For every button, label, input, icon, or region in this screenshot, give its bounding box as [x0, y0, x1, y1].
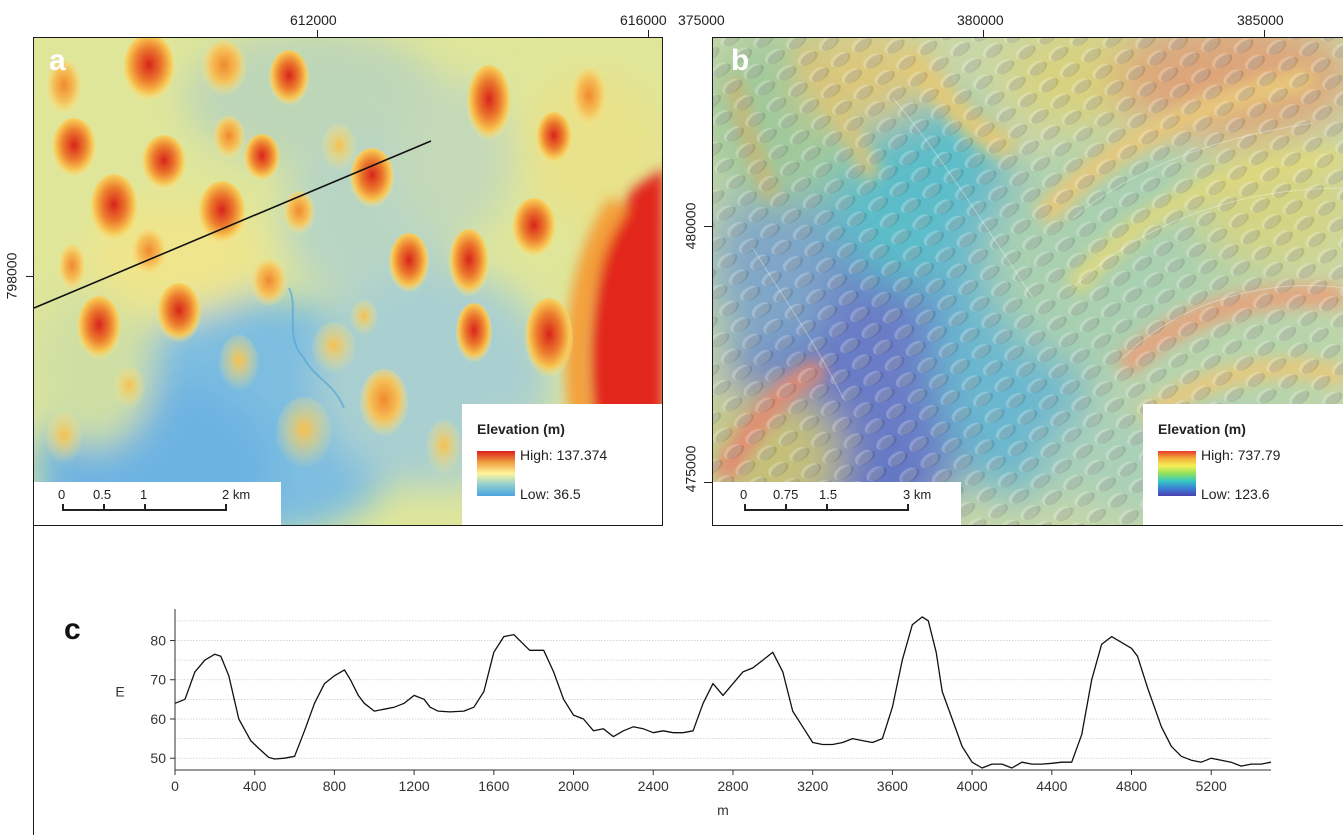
profile-transect-line — [34, 140, 432, 309]
profile-x-tick-label: 2400 — [638, 778, 669, 794]
profile-x-tick-label: 4000 — [957, 778, 988, 794]
panel-a-x-tick-616000: 616000 — [620, 12, 667, 28]
profile-x-tick-label: 2800 — [717, 778, 748, 794]
panel-a-legend-title: Elevation (m) — [477, 421, 565, 437]
panel-a-legend-ramp — [477, 451, 515, 496]
profile-x-tick-label: 5200 — [1196, 778, 1227, 794]
profile-x-tick-label: 4400 — [1036, 778, 1067, 794]
panel-b-y-tick-mark-475000 — [704, 482, 712, 483]
panel-b-scale-label-0: 0 — [740, 487, 748, 502]
panel-b-legend: Elevation (m) High: 737.79 Low: 123.6 — [1143, 404, 1343, 525]
profile-y-tick-label: 80 — [150, 632, 166, 648]
panel-a-legend-high: High: 137.374 — [520, 447, 608, 463]
panel-b-legend-title: Elevation (m) — [1158, 421, 1246, 437]
profile-series-line — [174, 616, 1272, 769]
panel-b-hillshade-map: b 0 0.75 1.5 3 km Elevation (m) High: 73… — [712, 37, 1343, 526]
profile-x-tick-label: 1600 — [478, 778, 509, 794]
profile-x-tick-label: 400 — [243, 778, 267, 794]
panel-a-y-tick-798000: 798000 — [3, 252, 20, 300]
panel-b-x-tick-375000: 375000 — [678, 12, 725, 28]
profile-y-tick-label: 50 — [150, 750, 166, 766]
panel-a-legend: Elevation (m) High: 137.374 Low: 36.5 — [462, 404, 662, 525]
panel-b-legend-high: High: 737.79 — [1201, 447, 1281, 463]
panel-b-legend-low: Low: 123.6 — [1201, 486, 1270, 502]
profile-x-tick-label: 2000 — [558, 778, 589, 794]
profile-x-tick-label: 0 — [171, 778, 179, 794]
panel-b-y-tick-480000: 480000 — [682, 202, 699, 250]
panel-a-label: a — [49, 44, 66, 77]
profile-x-axis-label: m — [717, 802, 729, 818]
panel-b-scale-bar: 0 0.75 1.5 3 km — [713, 482, 961, 525]
panel-a-elevation-map: a 0 0.5 1 2 km Elevation (m) High: 137.3… — [33, 37, 663, 526]
profile-x-tick-label: 3200 — [797, 778, 828, 794]
panel-b-x-tick-mark-385000 — [1264, 30, 1265, 38]
panel-c-elevation-profile: c 50 60 70 80 0 400 800 1200 1600 2000 2400 2800 320… — [33, 525, 1343, 835]
panel-a-scale-label-0-5: 0.5 — [93, 487, 112, 502]
panel-b-scale-label-3km: 3 km — [903, 487, 932, 502]
panel-a-scale-label-2km: 2 km — [222, 487, 251, 502]
panel-b-scale-label-0-75: 0.75 — [773, 487, 799, 502]
profile-y-tick-label: 70 — [150, 672, 166, 688]
panel-b-x-tick-385000: 385000 — [1237, 12, 1284, 28]
panel-a-x-tick-mark-612000 — [317, 30, 318, 38]
profile-y-axis-label: E — [115, 684, 124, 700]
panel-b-label: b — [731, 44, 750, 77]
profile-x-tick-label: 4800 — [1116, 778, 1147, 794]
panel-a-scale-bar: 0 0.5 1 2 km — [34, 482, 281, 525]
panel-a-scale-label-0: 0 — [58, 487, 66, 502]
profile-x-tick-label: 1200 — [399, 778, 430, 794]
panel-b-y-tick-475000: 475000 — [682, 445, 699, 493]
panel-b-scale-label-1-5: 1.5 — [819, 487, 838, 502]
profile-y-tick-label: 60 — [150, 711, 166, 727]
panel-a-legend-low: Low: 36.5 — [520, 486, 581, 502]
panel-b-y-tick-mark-480000 — [704, 226, 712, 227]
panel-c-label: c — [64, 613, 81, 646]
panel-a-x-tick-612000: 612000 — [290, 12, 337, 28]
panel-a-y-tick-mark-798000 — [26, 276, 34, 277]
panel-b-x-tick-mark-380000 — [983, 30, 984, 38]
panel-b-x-tick-380000: 380000 — [957, 12, 1004, 28]
panel-a-scale-label-1: 1 — [140, 487, 148, 502]
panel-a-x-tick-mark-616000 — [648, 30, 649, 38]
panel-b-legend-ramp — [1158, 451, 1196, 496]
profile-x-tick-label: 800 — [323, 778, 347, 794]
profile-x-tick-label: 3600 — [877, 778, 908, 794]
